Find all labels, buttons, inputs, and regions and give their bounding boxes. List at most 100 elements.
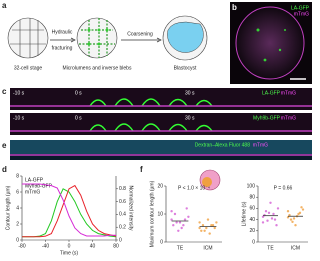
y2-axis-label: Normalized intensity [128,185,134,231]
illustration-32-cell [7,17,49,59]
data-point [267,211,271,215]
data-point [273,218,277,221]
channel-label: LA-GFP [262,90,281,96]
x-tick-label: -40 [42,243,49,249]
data-point [175,221,178,224]
time-label: 30 s [185,115,195,121]
step-label: fracturing [52,45,73,51]
data-point [198,226,201,230]
data-point [210,224,213,227]
data-point [286,216,290,219]
step-label: Hydraulic [52,29,73,35]
x-tick-label: ICM [203,245,212,251]
panel-letter: a [2,1,7,10]
stage-label: Blastocyst [174,65,197,71]
data-point [269,201,272,204]
data-point [201,224,205,227]
channel-label: mTmG [281,115,296,121]
channel-label: mTmG [281,90,296,96]
channel-label: Myh9b-GFP [253,115,281,121]
y-tick-label: 80 [249,195,255,201]
data-point [208,232,211,235]
data-point [288,213,291,217]
x-tick-label: ICM [291,245,300,251]
kymograph-strip [10,88,312,110]
channel-label: mTmG [294,11,309,17]
data-point [291,220,294,224]
y-tick-label: 0 [160,239,163,245]
data-point [178,221,182,224]
data-point [198,221,201,224]
figure: a Hydraulic fracturing Coarsening 32-cel… [2,1,312,256]
data-point [173,212,177,216]
legend-entry: mTmG [25,189,40,195]
y-tick-label: 0 [252,239,255,245]
data-point [300,206,303,209]
y2-tick-label: 0.8 [119,186,126,192]
y-tick-label: 4 [16,205,19,211]
panel-letter: c [2,87,7,96]
y-tick-label: 10 [157,211,163,217]
data-point [270,217,274,220]
data-point [182,224,185,227]
membrane [10,105,312,132]
data-point [276,207,280,210]
time-label: -10 s [13,90,25,96]
y2-tick-label: 0.4 [119,212,126,218]
y-tick-label: 6 [16,189,19,195]
series-line [22,188,117,238]
inset-diagram [199,169,221,191]
y-axis-label: Contour length (µm) [5,185,11,230]
y2-tick-label: 0.6 [119,199,126,205]
data-point [275,224,278,227]
data-point [180,226,183,230]
series-line [22,183,116,237]
data-point [205,226,208,230]
data-point [264,210,268,213]
time-label: 0 s [75,90,82,96]
data-point [289,218,293,221]
data-point [187,215,190,218]
dextran-signal [10,140,312,154]
x-tick-label: 80 [113,243,119,249]
legend-entry: Myh9b-GFP [25,183,53,189]
y-tick-label: 8 [16,173,19,179]
annotation: P < 1.0 × 10⁻⁴ [178,185,210,191]
y-axis-label: Maximum contour length (µm) [149,180,155,247]
time-label: 0 s [75,115,82,121]
data-point [301,208,305,211]
step-label: Coarsening [127,31,153,37]
legend-entry: LA-GFP [25,177,44,183]
data-point [172,224,175,227]
y-tick-label: 2 [16,221,19,227]
data-point [286,210,290,213]
data-point [183,218,187,221]
data-point [170,210,173,213]
x-tick-label: 40 [90,243,96,249]
kymograph-strip [10,113,312,135]
channel-label: LA-GFP [291,5,310,11]
annotation: P = 0.66 [274,185,293,191]
panel-letter: b [232,3,237,12]
y-tick-label: 40 [249,217,255,223]
time-label: 30 s [185,90,195,96]
arrow-head [70,37,162,43]
axes [257,186,308,243]
y-tick-label: 20 [249,228,255,234]
data-point [272,212,275,216]
bleb-arcs [89,98,213,132]
illustration-microlumens [76,17,118,59]
data-point [203,229,206,232]
panel-letter: f [140,165,143,174]
y2-tick-label: 0.2 [119,225,126,231]
x-tick-label: 0 [68,243,71,249]
data-point [213,226,216,230]
data-point [206,218,210,221]
stage-label: 32-cell stage [14,65,43,71]
x-tick-label: -80 [18,243,25,249]
time-label: -10 s [13,115,25,121]
data-point [294,224,297,227]
data-point [215,221,218,224]
x-tick-label: TE [177,245,184,251]
x-tick-label: TE [267,245,274,251]
